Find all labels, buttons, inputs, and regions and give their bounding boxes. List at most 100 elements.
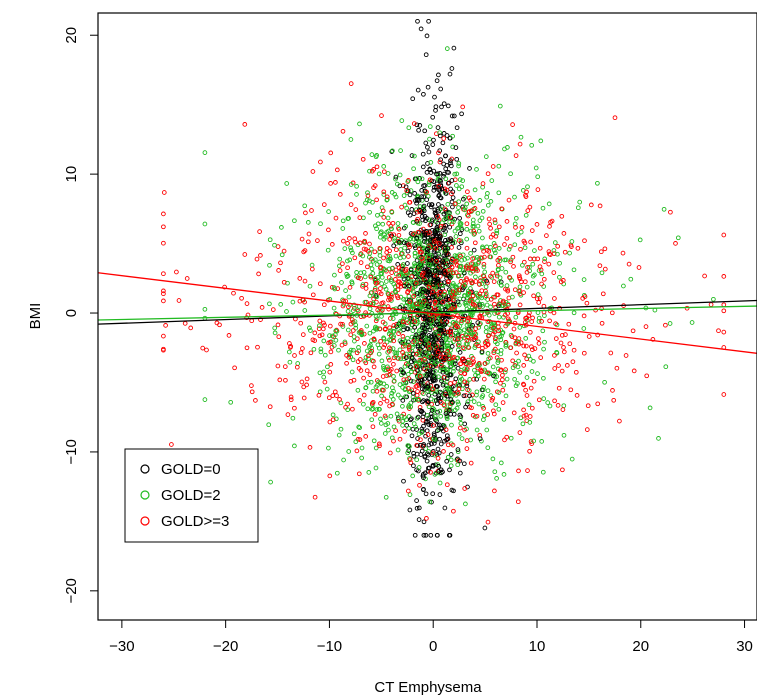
data-point [444, 416, 450, 422]
data-point [432, 94, 437, 100]
data-point [432, 414, 438, 419]
data-point [533, 165, 539, 171]
data-point [401, 478, 406, 484]
data-point [310, 169, 316, 174]
data-point [573, 369, 579, 375]
data-point [644, 373, 650, 379]
data-point [513, 360, 519, 366]
data-point [517, 141, 523, 147]
data-point [459, 273, 464, 279]
data-point [588, 202, 594, 208]
y-tick-label: 0 [63, 309, 80, 317]
data-point [556, 363, 561, 368]
data-point [377, 326, 383, 332]
data-point [528, 439, 534, 444]
data-point [426, 179, 432, 185]
data-point [268, 479, 273, 485]
data-point [575, 245, 581, 251]
data-point [567, 341, 573, 347]
data-point [433, 245, 439, 251]
data-point [341, 238, 346, 244]
data-point [614, 365, 620, 371]
data-point [301, 249, 307, 255]
data-point [478, 321, 483, 326]
data-point [308, 328, 313, 333]
data-point [421, 331, 427, 337]
data-point [661, 206, 667, 212]
data-point [440, 299, 446, 305]
data-point [255, 344, 260, 350]
data-point [537, 245, 543, 251]
data-point [469, 331, 474, 337]
data-point [405, 335, 410, 341]
data-point [439, 426, 444, 432]
data-point [256, 271, 261, 277]
data-point [424, 189, 430, 195]
data-point [307, 325, 312, 331]
data-point [445, 245, 451, 251]
data-point [462, 379, 468, 385]
data-point [544, 233, 549, 238]
data-point [443, 263, 449, 269]
data-point [449, 113, 455, 119]
data-point [379, 275, 385, 280]
data-point [427, 345, 432, 351]
data-point [387, 450, 393, 456]
data-point [545, 400, 551, 405]
data-point [463, 404, 468, 410]
data-point [483, 293, 489, 299]
data-point [429, 253, 434, 258]
data-point [433, 383, 439, 389]
data-point [378, 286, 383, 291]
data-point [443, 176, 449, 182]
data-point [435, 220, 441, 226]
data-point [387, 357, 392, 363]
data-point [422, 239, 427, 244]
data-point [449, 487, 455, 493]
data-point [426, 307, 432, 312]
data-point [357, 357, 363, 362]
data-point [419, 304, 425, 310]
data-point [389, 265, 395, 271]
data-point [400, 343, 406, 349]
data-point [475, 363, 480, 369]
data-point [395, 221, 401, 226]
data-point [464, 236, 470, 242]
data-point [407, 301, 412, 307]
data-point [360, 282, 366, 287]
data-point [551, 270, 557, 275]
data-point [464, 226, 470, 232]
data-point [467, 393, 472, 399]
data-point [333, 337, 339, 343]
data-point [393, 267, 399, 273]
data-point [436, 150, 441, 156]
data-point [448, 158, 453, 164]
x-tick-label: 10 [529, 638, 546, 655]
data-point [440, 140, 446, 146]
data-point [444, 458, 450, 464]
data-point [437, 257, 442, 263]
data-point [367, 254, 372, 260]
data-point [526, 313, 532, 318]
data-point [456, 340, 462, 346]
data-point [362, 274, 368, 280]
data-point [350, 328, 356, 333]
data-point [571, 267, 577, 273]
data-point [376, 441, 382, 447]
data-point [367, 168, 372, 174]
data-point [423, 532, 429, 538]
data-point [450, 281, 456, 286]
data-point [362, 299, 368, 305]
data-point [425, 419, 431, 425]
data-point [376, 345, 382, 351]
data-point [431, 168, 437, 174]
data-point [350, 406, 355, 412]
data-point [334, 470, 340, 476]
data-point [395, 447, 401, 453]
data-point [500, 330, 505, 336]
data-point [388, 337, 394, 343]
data-point [438, 467, 444, 473]
data-point [424, 458, 430, 464]
data-point [398, 284, 404, 289]
data-point [426, 333, 432, 338]
